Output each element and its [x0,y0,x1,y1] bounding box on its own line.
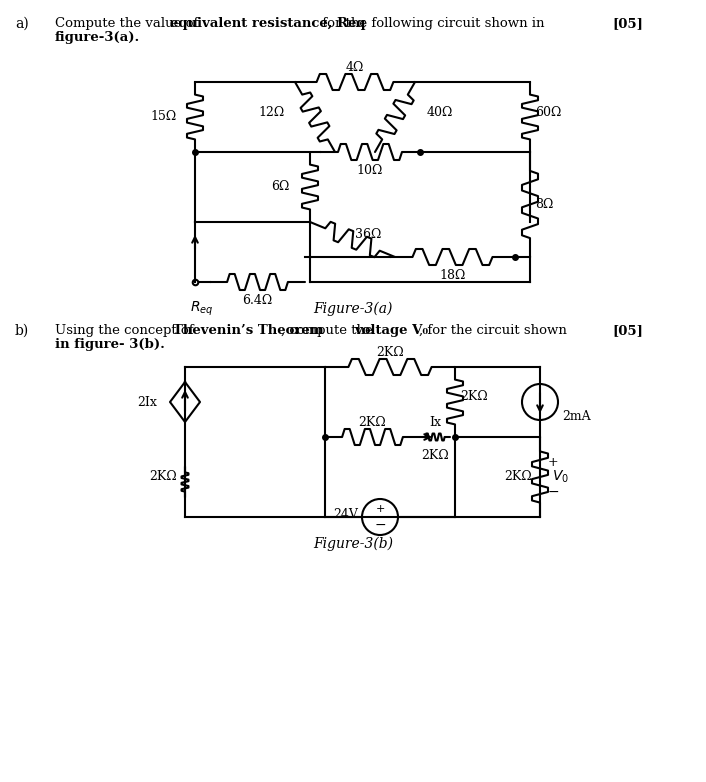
Text: 8Ω: 8Ω [535,198,554,211]
Text: $V_0$: $V_0$ [552,468,569,485]
Text: for the following circuit shown in: for the following circuit shown in [318,17,549,30]
Text: voltage V₀: voltage V₀ [354,324,428,337]
Text: 6.4Ω: 6.4Ω [242,294,273,307]
Text: Ix: Ix [429,416,441,429]
Text: [05]: [05] [612,324,643,337]
Text: 60Ω: 60Ω [535,106,561,119]
Text: a): a) [15,17,29,31]
Text: 2KΩ: 2KΩ [460,390,488,404]
Text: 2KΩ: 2KΩ [421,449,449,462]
Text: 2Ix: 2Ix [137,396,157,408]
Text: −: − [548,485,560,499]
Text: figure-3(a).: figure-3(a). [55,31,140,44]
Text: 2KΩ: 2KΩ [376,346,404,359]
Text: 2KΩ: 2KΩ [149,471,177,483]
Text: 10Ω: 10Ω [357,164,383,177]
Text: 2KΩ: 2KΩ [504,471,532,483]
Text: 18Ω: 18Ω [439,269,466,282]
Text: 24V: 24V [333,508,358,521]
Text: 2KΩ: 2KΩ [359,416,386,429]
Text: 2mA: 2mA [562,411,591,424]
Text: 36Ω: 36Ω [355,228,381,241]
Text: , compute the: , compute the [281,324,377,337]
Text: [05]: [05] [612,17,643,30]
Text: +: + [548,455,558,468]
Text: , for the circuit shown: , for the circuit shown [419,324,567,337]
Text: $R_{eq}$: $R_{eq}$ [190,300,213,318]
Text: in figure- 3(b).: in figure- 3(b). [55,338,165,351]
Text: 12Ω: 12Ω [259,106,285,119]
Text: Using the concept of: Using the concept of [55,324,198,337]
Text: b): b) [15,324,29,338]
Text: Figure-3(b): Figure-3(b) [313,537,393,551]
Text: Compute the value of: Compute the value of [55,17,203,30]
Text: Figure-3(a): Figure-3(a) [313,302,393,317]
Text: 4Ω: 4Ω [346,61,364,74]
Text: −: − [374,518,385,532]
Text: +: + [376,504,385,514]
Text: 15Ω: 15Ω [151,110,177,124]
Text: Thevenin’s Theorem: Thevenin’s Theorem [173,324,323,337]
Text: equivalent resistance, Req: equivalent resistance, Req [170,17,366,30]
Text: 6Ω: 6Ω [272,181,290,193]
Text: 40Ω: 40Ω [427,106,453,119]
